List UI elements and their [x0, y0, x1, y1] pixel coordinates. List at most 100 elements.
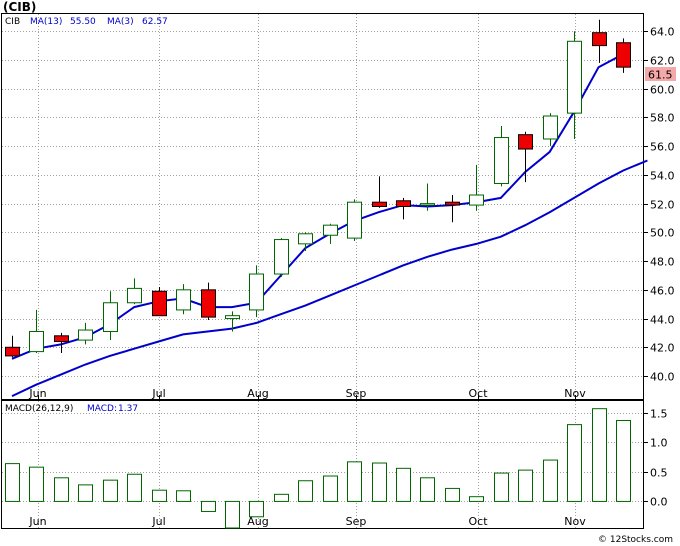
- candle: [78, 322, 93, 345]
- ma13-legend-value: 55.50: [70, 17, 96, 27]
- macd-axis-ticks: 0.0 0.5 1.0 1.5: [644, 408, 668, 509]
- last-price-label: 61.5: [648, 69, 673, 82]
- price-tick-label: 52.0: [650, 199, 675, 212]
- price-month-label: Sep: [346, 387, 367, 400]
- candle-body: [127, 287, 142, 304]
- candle-body: [592, 32, 607, 47]
- candle: [616, 38, 631, 73]
- macd-bar: [127, 473, 142, 502]
- macd-legend-label: MACD(26,12,9): [5, 404, 73, 414]
- macd-bar: [225, 500, 240, 529]
- macd-bar: [249, 500, 264, 518]
- macd-legend-value-label: MACD:: [87, 404, 117, 414]
- price-month-label: Jun: [28, 387, 46, 400]
- macd-bar: [54, 477, 69, 502]
- candle: [176, 284, 191, 315]
- price-tick-label: 54.0: [650, 170, 675, 183]
- candlesticks: [5, 19, 631, 358]
- candle-body: [152, 290, 167, 317]
- candle: [298, 232, 313, 252]
- candle: [518, 131, 533, 183]
- macd-bar: [616, 419, 631, 502]
- macd-tick-label: 1.5: [650, 408, 668, 421]
- macd-month-label: Jun: [28, 515, 46, 528]
- candle: [396, 197, 411, 220]
- macd-bar: [323, 475, 338, 502]
- macd-bar: [372, 462, 387, 502]
- candle-body: [543, 115, 558, 140]
- candle: [543, 113, 558, 147]
- ma13-line: [11, 159, 648, 398]
- price-gridlines: [2, 31, 644, 377]
- macd-bar: [29, 466, 44, 502]
- candle-body: [494, 137, 509, 185]
- price-tick-label: 42.0: [650, 342, 675, 355]
- candle-body: [518, 134, 533, 150]
- price-tick-label: 56.0: [650, 141, 675, 154]
- macd-month-label: Aug: [247, 515, 268, 528]
- price-month-label: Aug: [247, 387, 268, 400]
- candle: [201, 282, 216, 320]
- macd-bar: [518, 469, 533, 502]
- price-tick-label: 50.0: [650, 227, 675, 240]
- macd-bar: [347, 461, 362, 502]
- price-tick-label: 60.0: [650, 84, 675, 97]
- ma3-legend-value: 62.57: [142, 17, 168, 27]
- candle: [469, 164, 484, 211]
- macd-bar: [274, 493, 289, 502]
- last-price-badge: [645, 67, 676, 81]
- candle: [103, 291, 118, 341]
- price-tick-label: 46.0: [650, 285, 675, 298]
- macd-bar: [176, 490, 191, 502]
- price-axis-ticks: 40.0 42.0 44.0 46.0 48.0 50.0 52.0 54.0 56.0 58.0…: [644, 26, 675, 384]
- candle-body: [5, 346, 20, 357]
- candle: [323, 223, 338, 244]
- price-month-labels: Jun Jul Aug Sep Oct Nov: [28, 387, 586, 400]
- macd-tick-label: 0.5: [650, 467, 668, 480]
- price-symbol-label: CIB: [5, 17, 20, 27]
- price-tick-label: 58.0: [650, 112, 675, 125]
- candle: [494, 126, 509, 187]
- candle-body: [274, 239, 289, 275]
- candle-body: [29, 330, 44, 353]
- candle: [249, 265, 264, 318]
- candle-body: [249, 273, 264, 311]
- macd-bar: [298, 480, 313, 502]
- price-tick-label: 48.0: [650, 256, 675, 269]
- macd-bar: [445, 487, 460, 502]
- macd-bar: [78, 484, 93, 502]
- price-month-label: Jul: [151, 387, 165, 400]
- candle-body: [78, 329, 93, 341]
- ma3-legend-label: MA(3): [107, 17, 134, 27]
- candle: [567, 31, 582, 139]
- candle: [5, 335, 20, 358]
- candle: [445, 195, 460, 223]
- candle-body: [298, 233, 313, 245]
- macd-legend-value: 1.37: [118, 404, 138, 414]
- candle: [274, 238, 289, 277]
- candle-body: [372, 201, 387, 207]
- candle: [225, 311, 240, 332]
- macd-bar: [543, 459, 558, 502]
- candle-body: [347, 201, 362, 239]
- candle-body: [396, 200, 411, 208]
- macd-tick-label: 1.0: [650, 437, 668, 450]
- macd-bar: [5, 463, 20, 502]
- price-tick-label: 44.0: [650, 314, 675, 327]
- macd-bar: [494, 472, 509, 502]
- price-tick-label: 40.0: [650, 371, 675, 384]
- candle-body: [201, 289, 216, 318]
- macd-panel-frame: [1, 400, 644, 529]
- candle: [127, 278, 142, 305]
- macd-month-label: Sep: [346, 515, 367, 528]
- macd-histogram: [5, 408, 631, 529]
- macd-month-label: Nov: [564, 515, 586, 528]
- candle-body: [616, 42, 631, 68]
- candle-body: [323, 224, 338, 236]
- candle: [152, 286, 167, 317]
- candle-body: [469, 194, 484, 206]
- candle-body: [225, 315, 240, 320]
- price-month-label: Oct: [468, 387, 488, 400]
